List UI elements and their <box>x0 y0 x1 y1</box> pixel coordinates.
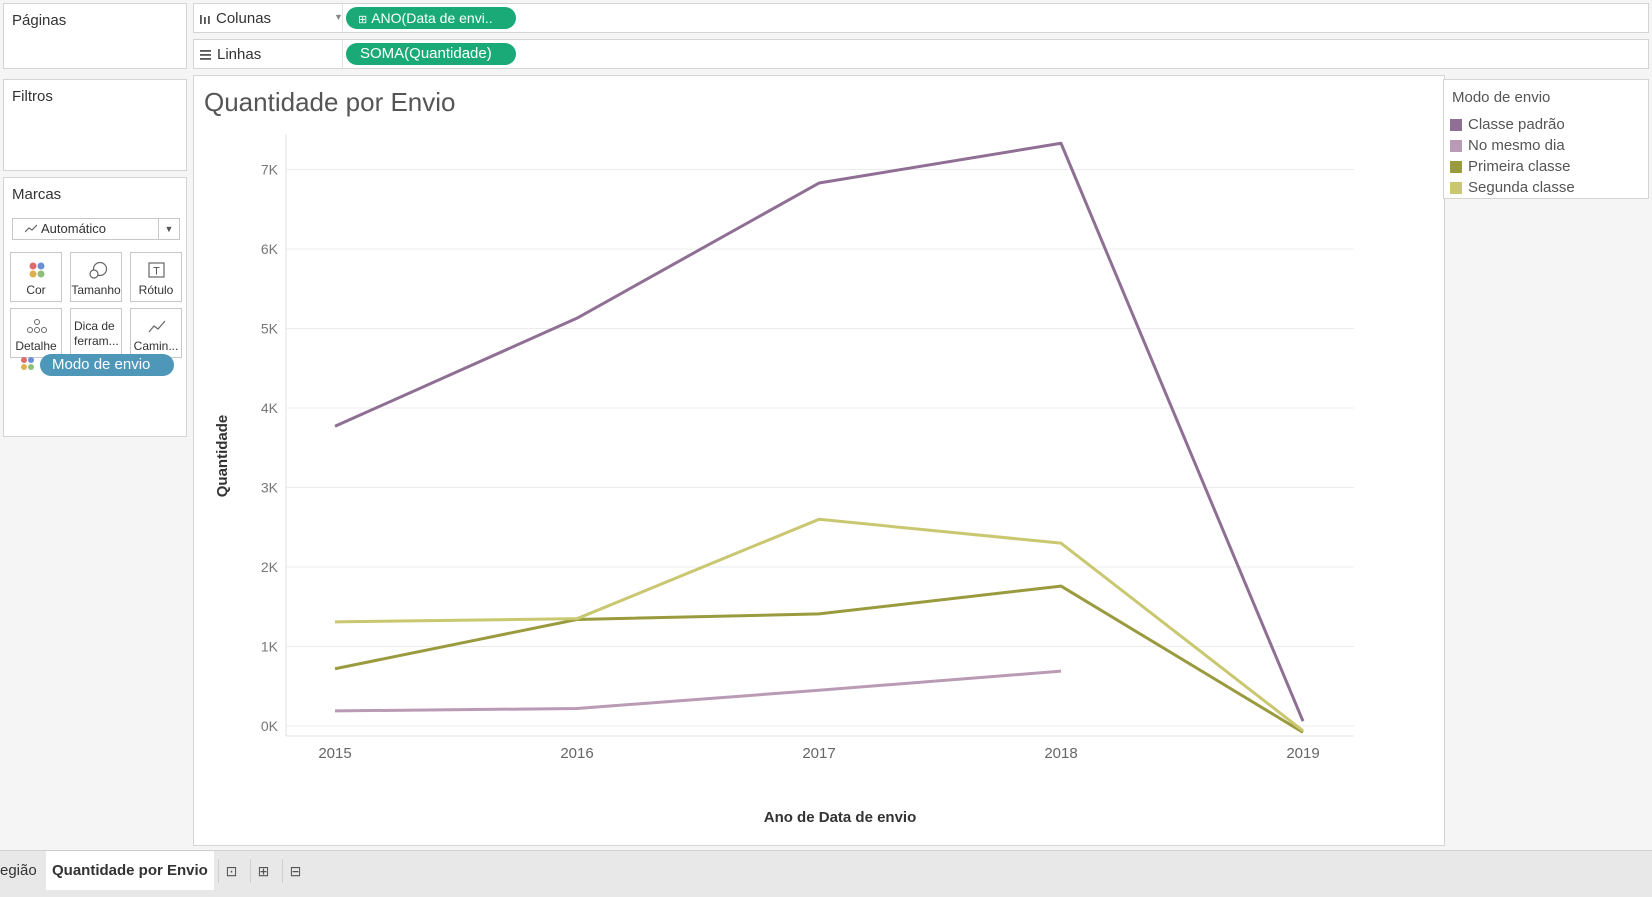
tab-quantidade-por-envio[interactable]: Quantidade por Envio <box>46 851 214 890</box>
x-axis-ticks: 2015 2016 2017 2018 2019 <box>318 745 1319 762</box>
mark-card-detail[interactable]: Detalhe <box>10 308 62 358</box>
svg-text:T: T <box>153 266 160 278</box>
mark-card-color[interactable]: Cor <box>10 252 62 302</box>
x-tick-label: 2015 <box>318 745 351 762</box>
rows-shelf-label: Linhas <box>200 46 261 63</box>
columns-icon <box>200 15 210 24</box>
legend-item[interactable]: Primeira classe <box>1450 158 1571 175</box>
legend-item-label: Segunda classe <box>1468 179 1575 196</box>
mark-card-label-label: Rótulo <box>138 283 174 297</box>
size-icon <box>89 261 108 279</box>
rows-pill[interactable]: SOMA(Quantidade) <box>346 43 516 65</box>
y-tick-label: 3K <box>261 480 279 496</box>
legend-item-label: No mesmo dia <box>1468 137 1565 154</box>
columns-shelf[interactable]: Colunas ▼ ⊞ ANO(Data de envi.. <box>193 3 1649 33</box>
columns-pill-text: ANO(Data de envi.. <box>371 10 493 26</box>
columns-label-text: Colunas <box>216 10 272 27</box>
rows-label-text: Linhas <box>217 46 262 63</box>
legend-item[interactable]: Classe padrão <box>1450 116 1565 133</box>
color-dots-icon <box>29 262 45 278</box>
chart-title: Quantidade por Envio <box>204 87 456 117</box>
sheet-tab-bar: egião Quantidade por Envio ⊡ ⊞ ⊟ <box>0 850 1652 897</box>
mark-type-dropdown[interactable]: Automático ▼ <box>12 218 180 240</box>
y-tick-label: 2K <box>261 559 279 575</box>
path-icon <box>148 320 166 333</box>
legend-item-label: Primeira classe <box>1468 158 1571 175</box>
y-tick-label: 6K <box>261 241 279 257</box>
series-line[interactable] <box>334 517 1304 732</box>
columns-pill[interactable]: ⊞ ANO(Data de envi.. <box>346 7 516 29</box>
expand-icon: ⊞ <box>358 14 368 26</box>
filters-panel[interactable]: Filtros <box>3 79 187 171</box>
x-tick-label: 2019 <box>1286 745 1319 762</box>
color-field-icon <box>21 357 34 370</box>
marks-panel-title: Marcas <box>12 186 62 203</box>
mark-card-tooltip[interactable]: Dica de ferram... <box>70 308 122 358</box>
label-icon: T <box>148 262 165 278</box>
chart-pane: Quantidade por Envio 0K 1K 2K 3K 4K 5K 6K 7K 20… <box>193 75 1445 846</box>
legend-panel: Modo de envio Classe padrão No mesmo dia… <box>1443 79 1649 199</box>
series-line[interactable] <box>334 669 1062 713</box>
mark-type-label: Automático <box>41 221 107 236</box>
legend-swatch <box>1450 118 1462 131</box>
detail-icon <box>27 319 47 333</box>
legend-swatch <box>1450 139 1462 152</box>
columns-shelf-label: Colunas <box>200 10 271 27</box>
y-tick-label: 4K <box>261 400 279 416</box>
legend-swatch <box>1450 181 1462 194</box>
mark-card-tooltip-label: Dica de ferram... <box>74 319 119 348</box>
rows-shelf[interactable]: Linhas SOMA(Quantidade) <box>193 39 1649 69</box>
chevron-down-icon[interactable]: ▼ <box>158 219 179 239</box>
series-line[interactable] <box>334 584 1304 734</box>
legend-item[interactable]: Segunda classe <box>1450 179 1575 196</box>
line-chart[interactable]: Quantidade por Envio 0K 1K 2K 3K 4K 5K 6K 7K 20… <box>194 76 1444 845</box>
pages-panel[interactable]: Páginas <box>3 3 187 69</box>
chevron-down-icon[interactable]: ▼ <box>334 12 343 22</box>
y-tick-label: 1K <box>261 639 279 655</box>
legend-swatch <box>1450 160 1462 173</box>
mark-card-detail-label: Detalhe <box>15 339 57 353</box>
mark-card-path[interactable]: Camin... <box>130 308 182 358</box>
filters-panel-title: Filtros <box>12 88 53 105</box>
y-tick-label: 0K <box>261 718 279 734</box>
chart-series <box>334 141 1305 734</box>
y-tick-label: 5K <box>261 321 279 337</box>
new-story-icon[interactable]: ⊟ <box>282 859 308 883</box>
line-mark-icon <box>25 224 37 233</box>
legend-title: Modo de envio <box>1452 89 1551 106</box>
mark-card-size-label: Tamanho <box>71 283 121 297</box>
x-tick-label: 2016 <box>560 745 593 762</box>
y-axis-label: Quantidade <box>214 415 231 498</box>
mark-card-size[interactable]: Tamanho <box>70 252 122 302</box>
tab-regiao[interactable]: egião <box>0 862 37 879</box>
color-field-pill[interactable]: Modo de envio <box>40 354 174 376</box>
y-tick-label: 7K <box>261 162 279 178</box>
y-axis-ticks: 0K 1K 2K 3K 4K 5K 6K 7K <box>261 162 279 735</box>
marks-panel: Marcas Automático ▼ Cor Tamanho T Rótulo… <box>3 177 187 437</box>
mark-card-color-label: Cor <box>26 283 46 297</box>
legend-item[interactable]: No mesmo dia <box>1450 137 1565 154</box>
mark-card-label[interactable]: T Rótulo <box>130 252 182 302</box>
new-worksheet-icon[interactable]: ⊡ <box>218 859 244 883</box>
legend-item-label: Classe padrão <box>1468 116 1565 133</box>
x-tick-label: 2018 <box>1044 745 1077 762</box>
mark-card-path-label: Camin... <box>133 339 179 353</box>
chart-grid <box>285 134 1354 737</box>
rows-icon <box>200 49 211 60</box>
pages-panel-title: Páginas <box>12 12 67 29</box>
x-axis-label: Ano de Data de envio <box>764 809 917 826</box>
series-line[interactable] <box>334 141 1305 722</box>
x-tick-label: 2017 <box>802 745 835 762</box>
new-dashboard-icon[interactable]: ⊞ <box>250 859 276 883</box>
